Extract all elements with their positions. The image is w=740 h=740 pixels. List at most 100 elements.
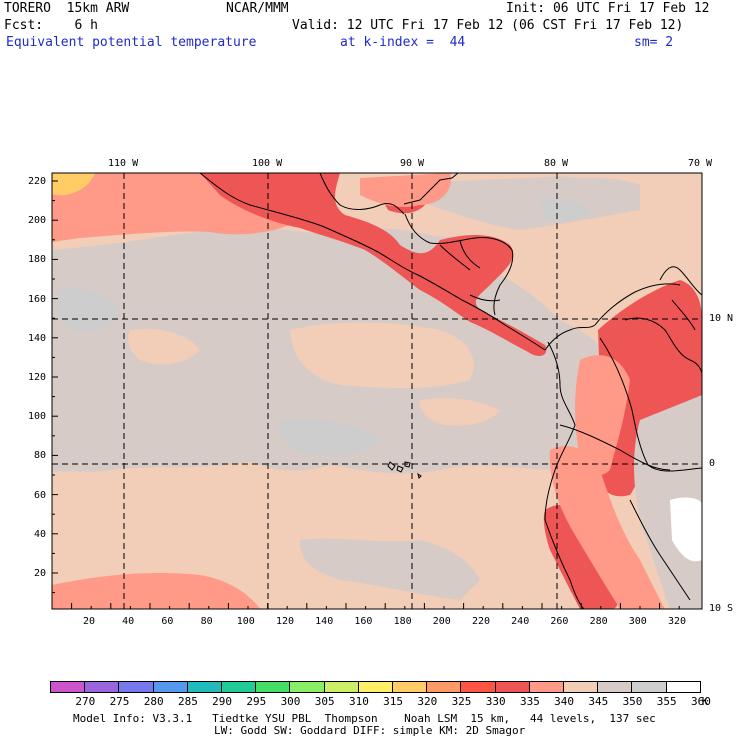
- colorbar-swatch: [632, 682, 667, 693]
- lon-label-110w: 110 W: [108, 158, 139, 169]
- salmon-region-central-america: [360, 173, 451, 207]
- y-grid-label: 100: [27, 411, 46, 423]
- yellow-patch-northwest: [52, 173, 95, 196]
- colorbar-swatch: [256, 682, 291, 693]
- colorbar-unit: K: [701, 695, 709, 708]
- y-grid-label: 40: [33, 528, 46, 540]
- colorbar-label: 280: [143, 695, 164, 708]
- y-grid-label: 80: [33, 450, 46, 462]
- colorbar-label: 360: [690, 695, 711, 708]
- colorbar-swatch: [461, 682, 496, 693]
- center-name: NCAR/MMM: [226, 1, 289, 16]
- x-grid-label: 120: [275, 616, 295, 627]
- colorbar-label: 300: [280, 695, 301, 708]
- colorbar-label: 270: [75, 695, 96, 708]
- y-grid-label: 120: [27, 372, 46, 383]
- x-grid-label: 160: [354, 616, 373, 627]
- y-grid-label: 200: [27, 215, 46, 227]
- y-grid-label: 60: [33, 489, 46, 501]
- colorbar-swatch: [358, 682, 393, 693]
- colorbar-swatch: [324, 682, 359, 693]
- red-region-mexico: [200, 173, 547, 356]
- y-grid-label: 220: [27, 176, 46, 187]
- colorbar-label: 340: [554, 695, 575, 708]
- colorbar-label: 310: [348, 695, 369, 708]
- lightgrey-patch-west: [57, 288, 120, 332]
- model-name: TORERO 15km ARW: [4, 1, 130, 16]
- model-info-line2: LW: Godd SW: Goddard DIFF: simple KM: 2D…: [214, 724, 526, 737]
- y-grid-label: 140: [27, 332, 46, 344]
- x-grid-label: 100: [236, 616, 255, 627]
- x-grid-label: 240: [511, 616, 530, 627]
- colorbar-swatch: [529, 682, 564, 693]
- x-grid-label: 140: [315, 616, 334, 627]
- x-grid-label: 320: [667, 616, 687, 627]
- colorbar-swatch: [427, 682, 462, 693]
- field-title: Equivalent potential temperature: [6, 35, 257, 50]
- colorbar-swatch: [153, 682, 188, 693]
- colorbar-label: 355: [656, 695, 677, 708]
- peach-patch-3: [419, 398, 500, 426]
- colorbar-swatch: [393, 682, 428, 693]
- peach-patch-2: [128, 328, 200, 365]
- valid-time: Valid: 12 UTC Fri 17 Feb 12 (06 CST Fri …: [292, 18, 684, 33]
- salmon-region-south: [52, 573, 260, 609]
- grey-region-south: [300, 538, 480, 600]
- y-grid-label: 160: [27, 293, 46, 305]
- colorbar-label: 345: [588, 695, 609, 708]
- lat-label-10s: 10 S: [709, 603, 734, 614]
- colorbar-label: 325: [451, 695, 472, 708]
- level-label: at k-index = 44: [340, 35, 466, 50]
- lon-label-70w: 70 W: [688, 158, 713, 169]
- colorbar-swatch: [51, 682, 86, 693]
- colorbar-swatch: [290, 682, 325, 693]
- colorbar-swatch: [495, 682, 530, 693]
- colorbar-label: 330: [485, 695, 506, 708]
- lon-label-80w: 80 W: [544, 158, 569, 169]
- colorbar-swatch: [85, 682, 120, 693]
- forecast-hour: Fcst: 6 h: [4, 18, 98, 33]
- lon-label-100w: 100 W: [252, 158, 283, 169]
- colorbar-label: 350: [622, 695, 643, 708]
- lightgrey-patch-center: [279, 418, 380, 455]
- colorbar-swatch: [598, 682, 633, 693]
- x-grid-label: 280: [589, 616, 608, 627]
- colorbar-swatch: [187, 682, 222, 693]
- colorbar-swatch: [666, 682, 701, 693]
- salmon-region-peru: [549, 446, 665, 609]
- white-region-amazon: [670, 497, 702, 562]
- x-grid-label: 260: [550, 616, 569, 627]
- colorbar-swatch: [222, 682, 257, 693]
- x-grid-label: 180: [393, 616, 412, 627]
- salmon-region-northwest: [52, 173, 300, 242]
- colorbar-label: 295: [246, 695, 267, 708]
- colorbar-label: 335: [519, 695, 540, 708]
- map-frame: [51, 172, 703, 610]
- lon-label-90w: 90 W: [400, 158, 425, 169]
- tick-marks: [51, 180, 680, 609]
- graticule: [52, 173, 702, 609]
- coastlines: [199, 173, 702, 609]
- grey-region-east: [430, 176, 640, 230]
- colorbar-label: 315: [383, 695, 404, 708]
- x-grid-label: 40: [122, 616, 135, 627]
- x-grid-label: 80: [200, 616, 213, 627]
- red-region-andes: [592, 280, 702, 497]
- colorbar-swatch: [564, 682, 599, 693]
- x-grid-label: 220: [471, 616, 491, 627]
- red-region-peru: [543, 504, 618, 609]
- colorbar-label: 305: [314, 695, 335, 708]
- colorbar-label: 320: [417, 695, 438, 708]
- peach-patch-1: [290, 322, 474, 389]
- y-grid-label: 20: [33, 568, 46, 579]
- smoothing-label: sm= 2: [634, 35, 674, 50]
- x-grid-label: 60: [161, 616, 174, 627]
- x-grid-label: 200: [432, 616, 451, 627]
- x-grid-label: 20: [82, 616, 96, 627]
- init-time: Init: 06 UTC Fri 17 Feb 12: [506, 1, 710, 16]
- x-grid-label: 300: [628, 616, 647, 627]
- y-grid-label: 180: [27, 254, 46, 266]
- salmon-region-andes: [575, 355, 630, 476]
- lightgrey-patch-east: [540, 198, 590, 222]
